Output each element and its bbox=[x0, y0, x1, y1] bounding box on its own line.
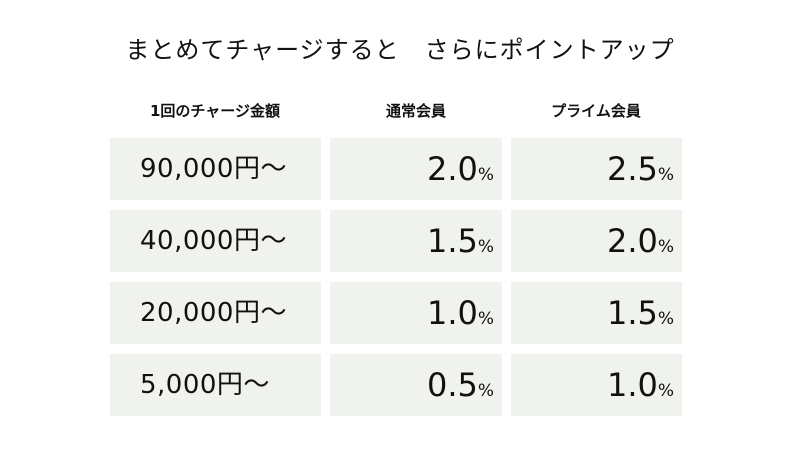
rate-table: 90,000円〜 2.0% 2.5% 40,000円〜 1.5% 2.0% 20… bbox=[110, 138, 682, 426]
header-regular-member: 通常会員 bbox=[385, 102, 446, 120]
prime-rate: 1.0 bbox=[606, 366, 658, 404]
table-row: 90,000円〜 2.0% 2.5% bbox=[110, 138, 682, 200]
regular-rate-cell: 2.0% bbox=[330, 138, 502, 200]
charge-amount-cell: 5,000円〜 bbox=[110, 354, 321, 416]
percent-sign: % bbox=[657, 381, 674, 401]
prime-rate: 1.5 bbox=[606, 294, 658, 332]
regular-rate-cell: 1.0% bbox=[330, 282, 502, 344]
regular-rate-cell: 1.5% bbox=[330, 210, 502, 272]
regular-rate-cell: 0.5% bbox=[330, 354, 502, 416]
regular-rate: 1.0 bbox=[426, 294, 478, 332]
percent-sign: % bbox=[477, 165, 494, 185]
prime-rate-cell: 2.0% bbox=[511, 210, 682, 272]
charge-amount: 20,000円〜 bbox=[140, 298, 287, 328]
percent-sign: % bbox=[657, 237, 674, 257]
percent-sign: % bbox=[477, 381, 494, 401]
prime-rate-cell: 1.5% bbox=[511, 282, 682, 344]
prime-rate: 2.5 bbox=[606, 150, 658, 188]
table-row: 40,000円〜 1.5% 2.0% bbox=[110, 210, 682, 272]
regular-rate: 1.5 bbox=[426, 222, 478, 260]
header-prime-member: プライム会員 bbox=[551, 102, 641, 120]
prime-rate: 2.0 bbox=[606, 222, 658, 260]
charge-amount: 40,000円〜 bbox=[140, 226, 287, 256]
table-header: 1回のチャージ金額 通常会員 プライム会員 bbox=[110, 100, 682, 124]
percent-sign: % bbox=[477, 309, 494, 329]
charge-amount: 90,000円〜 bbox=[140, 154, 287, 184]
charge-amount-cell: 40,000円〜 bbox=[110, 210, 321, 272]
percent-sign: % bbox=[657, 309, 674, 329]
charge-amount-cell: 20,000円〜 bbox=[110, 282, 321, 344]
page-title: まとめてチャージすると さらにポイントアップ bbox=[125, 36, 675, 64]
regular-rate: 0.5 bbox=[426, 366, 478, 404]
header-charge-amount: 1回のチャージ金額 bbox=[150, 102, 280, 120]
charge-amount: 5,000円〜 bbox=[140, 370, 270, 400]
table-row: 20,000円〜 1.0% 1.5% bbox=[110, 282, 682, 344]
table-row: 5,000円〜 0.5% 1.0% bbox=[110, 354, 682, 416]
charge-amount-cell: 90,000円〜 bbox=[110, 138, 321, 200]
regular-rate: 2.0 bbox=[426, 150, 478, 188]
percent-sign: % bbox=[477, 237, 494, 257]
prime-rate-cell: 2.5% bbox=[511, 138, 682, 200]
percent-sign: % bbox=[657, 165, 674, 185]
prime-rate-cell: 1.0% bbox=[511, 354, 682, 416]
